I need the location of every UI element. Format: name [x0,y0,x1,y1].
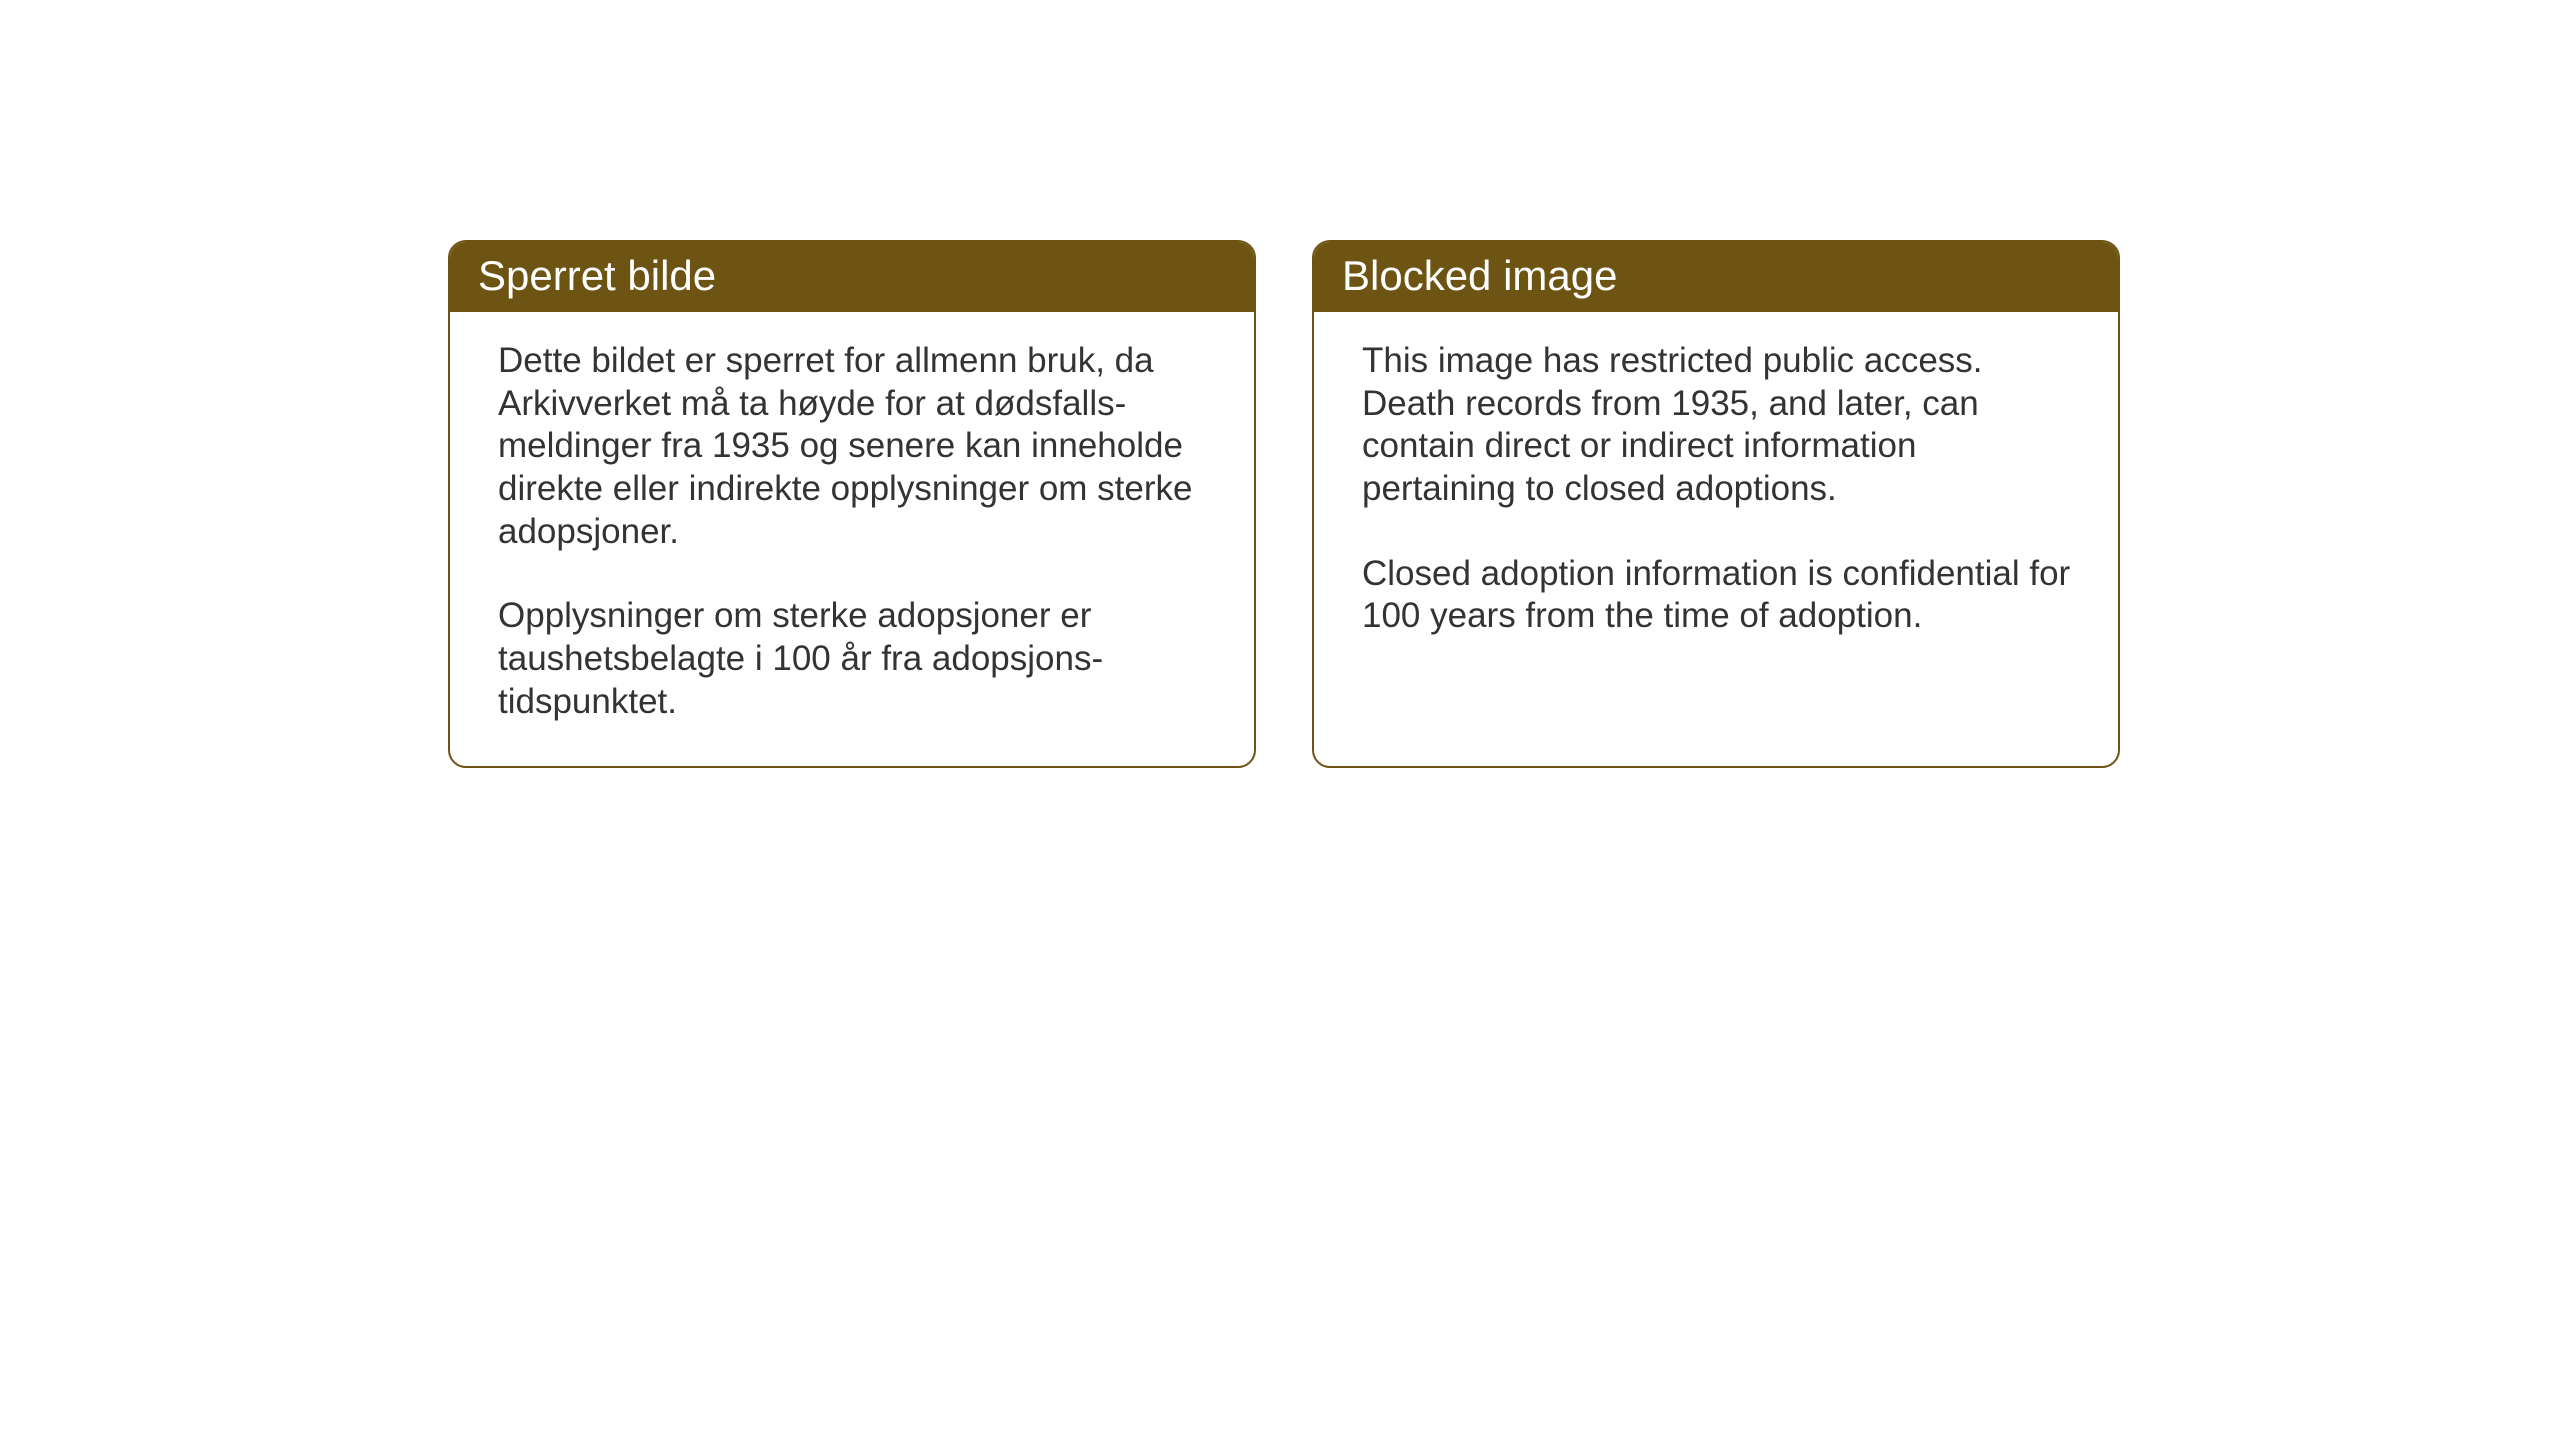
notice-container: Sperret bilde Dette bildet er sperret fo… [448,240,2120,768]
card-paragraph-norwegian-1: Dette bildet er sperret for allmenn bruk… [498,340,1212,553]
card-paragraph-english-1: This image has restricted public access.… [1362,340,2076,511]
card-paragraph-norwegian-2: Opplysninger om sterke adopsjoner er tau… [498,595,1212,723]
notice-card-english: Blocked image This image has restricted … [1312,240,2120,768]
card-body-english: This image has restricted public access.… [1314,312,2118,680]
card-title-english: Blocked image [1342,252,1617,299]
card-header-norwegian: Sperret bilde [450,242,1254,312]
card-body-norwegian: Dette bildet er sperret for allmenn bruk… [450,312,1254,766]
card-header-english: Blocked image [1314,242,2118,312]
card-title-norwegian: Sperret bilde [478,252,716,299]
notice-card-norwegian: Sperret bilde Dette bildet er sperret fo… [448,240,1256,768]
card-paragraph-english-2: Closed adoption information is confident… [1362,553,2076,638]
